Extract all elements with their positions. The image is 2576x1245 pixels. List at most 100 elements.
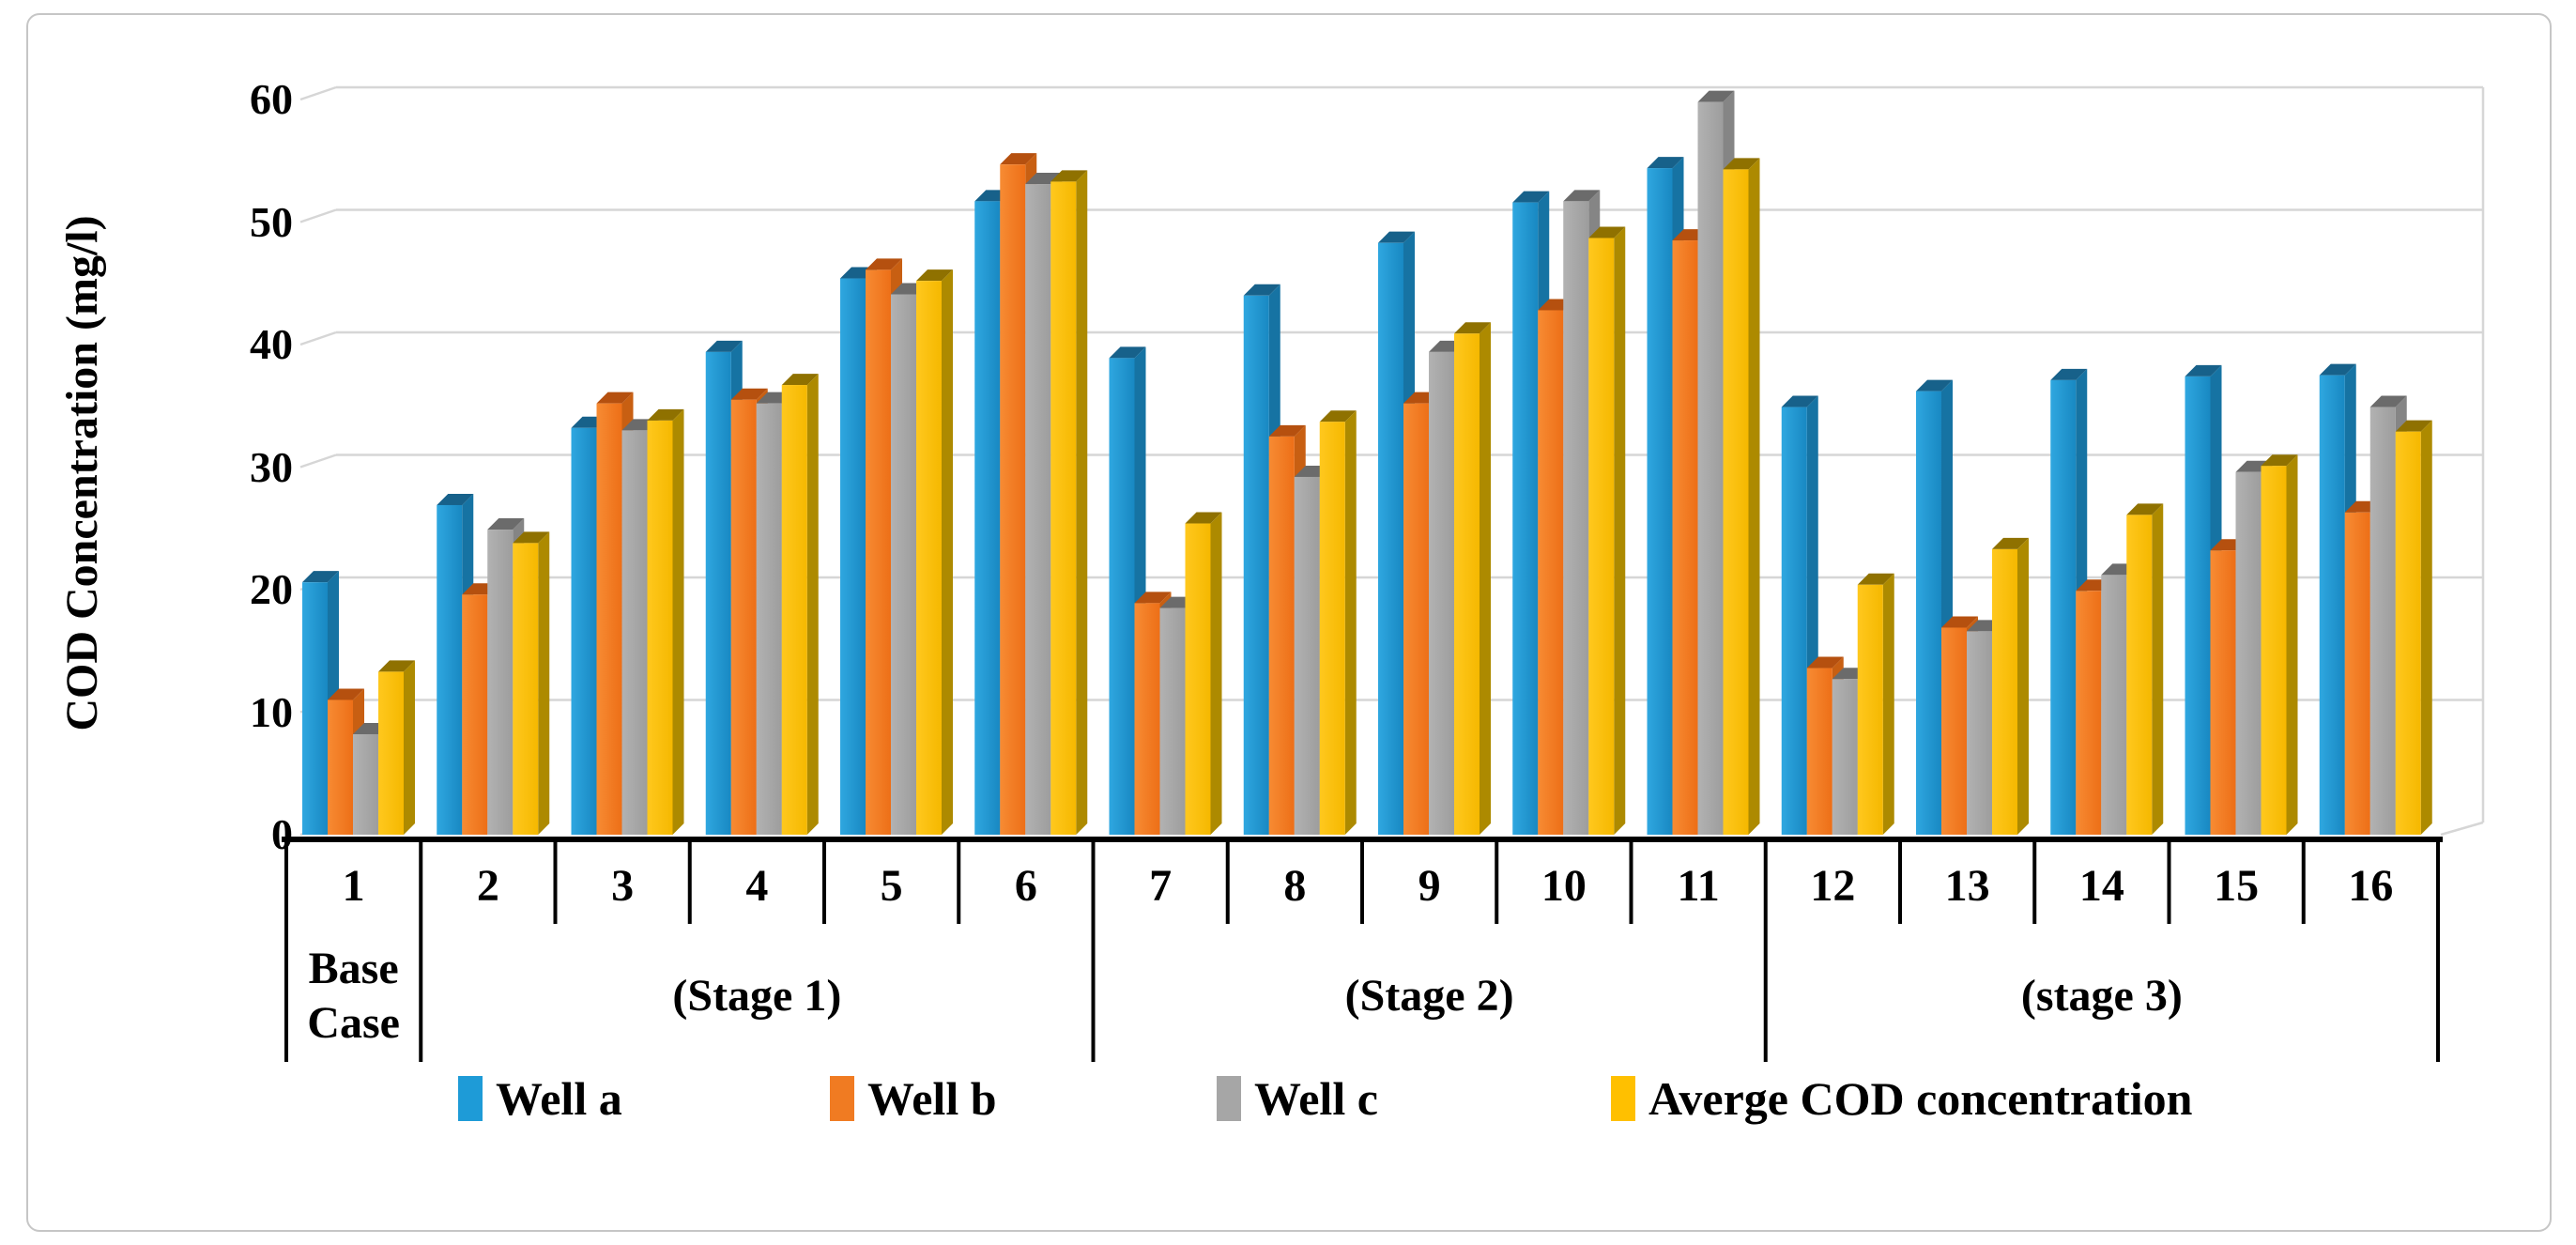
x-table-cell-border-13 bbox=[2032, 837, 2037, 924]
x-table-cell-border-9 bbox=[1495, 837, 1499, 924]
bar-averge-cod-concentration-15-side bbox=[2286, 454, 2298, 835]
legend-swatch-well-c bbox=[1217, 1076, 1241, 1121]
x-category-label-3: 3 bbox=[611, 861, 635, 911]
bar-well-b-5 bbox=[866, 269, 891, 835]
bar-well-a-2-top bbox=[437, 493, 474, 505]
bar-well-c-2-top bbox=[487, 518, 525, 530]
bar-averge-cod-concentration-3-top bbox=[647, 408, 684, 421]
x-category-label-4: 4 bbox=[745, 861, 769, 911]
bar-well-b-16 bbox=[2344, 512, 2370, 835]
bar-averge-cod-concentration-10-top bbox=[1588, 226, 1626, 238]
bar-averge-cod-concentration-15-top bbox=[2261, 454, 2298, 467]
bar-averge-cod-concentration-1-top bbox=[378, 660, 415, 672]
bar-averge-cod-concentration-11-top bbox=[1723, 158, 1760, 170]
bar-well-b-15 bbox=[2210, 550, 2236, 835]
stage-label--stage-3-: (stage 3) bbox=[2020, 971, 2183, 1021]
bar-well-a-4-top bbox=[705, 340, 743, 352]
bar-well-b-5-top bbox=[866, 258, 902, 270]
bar-averge-cod-concentration-8-side bbox=[1344, 410, 1357, 835]
bar-averge-cod-concentration-2-top bbox=[513, 531, 550, 544]
bar-well-a-10 bbox=[1512, 202, 1539, 835]
bar-averge-cod-concentration-8-top bbox=[1319, 410, 1357, 423]
bar-averge-cod-concentration-9-side bbox=[1480, 322, 1491, 835]
y-tick-50 bbox=[299, 208, 337, 223]
bar-well-a-12-top bbox=[1781, 395, 1818, 407]
bar-averge-cod-concentration-13-top bbox=[1992, 537, 2029, 549]
bar-well-c-6 bbox=[1025, 184, 1051, 836]
bar-well-a-7-top bbox=[1109, 346, 1146, 359]
y-tick-label-60: 60 bbox=[250, 75, 293, 123]
bar-well-c-12 bbox=[1832, 679, 1858, 835]
x-category-label-7: 7 bbox=[1149, 861, 1173, 911]
bar-averge-cod-concentration-11-side bbox=[1748, 158, 1760, 835]
bar-well-a-13 bbox=[1916, 391, 1941, 835]
bar-well-a-10-top bbox=[1512, 191, 1550, 203]
bar-averge-cod-concentration-6 bbox=[1050, 181, 1077, 835]
bar-well-a-1-top bbox=[302, 571, 339, 583]
bar-averge-cod-concentration-16-top bbox=[2395, 420, 2432, 432]
bar-well-b-14 bbox=[2076, 591, 2102, 835]
bar-averge-cod-concentration-12-top bbox=[1857, 573, 1894, 585]
bar-well-c-16 bbox=[2369, 407, 2396, 835]
bar-well-a-15-top bbox=[2185, 364, 2222, 377]
bar-well-a-4 bbox=[705, 351, 731, 836]
bar-averge-cod-concentration-7-side bbox=[1210, 512, 1222, 835]
x-category-label-11: 11 bbox=[1677, 861, 1720, 911]
bar-well-b-13-top bbox=[1941, 616, 1978, 628]
bar-well-b-1-top bbox=[328, 688, 364, 700]
bar-well-a-8-top bbox=[1243, 284, 1280, 296]
x-category-label-16: 16 bbox=[2348, 861, 2394, 911]
bar-well-b-4 bbox=[730, 399, 757, 835]
bar-well-c-9 bbox=[1429, 351, 1454, 836]
legend-swatch-well-b bbox=[830, 1076, 854, 1121]
bar-well-a-16-top bbox=[2319, 363, 2356, 376]
bar-well-b-3 bbox=[596, 403, 622, 835]
y-tick-30 bbox=[299, 453, 337, 469]
x-category-label-10: 10 bbox=[1541, 861, 1587, 911]
x-category-label-14: 14 bbox=[2078, 861, 2124, 911]
bar-well-b-13 bbox=[1941, 627, 1967, 835]
x-table-stage-border-16 bbox=[2436, 837, 2440, 1062]
bar-well-a-6 bbox=[974, 201, 1001, 835]
bar-well-c-16-top bbox=[2369, 395, 2407, 407]
bar-well-b-12-top bbox=[1806, 656, 1844, 669]
bar-averge-cod-concentration-12-side bbox=[1882, 573, 1894, 835]
x-table-cell-border-5 bbox=[957, 837, 961, 924]
bar-well-b-8-top bbox=[1268, 424, 1306, 437]
bar-well-c-14 bbox=[2101, 575, 2127, 835]
x-table-cell-border-10 bbox=[1629, 837, 1633, 924]
y-tick-60 bbox=[299, 85, 337, 101]
x-table-stage-border-6 bbox=[1091, 837, 1096, 1062]
x-table-cell-border-15 bbox=[2301, 837, 2306, 924]
stage-label--stage-2-: (Stage 2) bbox=[1344, 971, 1514, 1021]
x-table-cell-border-14 bbox=[2167, 837, 2171, 924]
legend-item-well-b: Well b bbox=[830, 1070, 997, 1127]
bar-well-a-12 bbox=[1781, 407, 1807, 835]
bar-averge-cod-concentration-6-top bbox=[1050, 170, 1088, 182]
bar-well-c-13 bbox=[1967, 631, 1992, 835]
bar-averge-cod-concentration-16-side bbox=[2420, 420, 2432, 835]
bar-averge-cod-concentration-8 bbox=[1319, 422, 1345, 835]
bar-well-a-1 bbox=[302, 582, 328, 835]
y-axis-title: COD Concentration (mg/l) bbox=[57, 215, 107, 731]
bar-well-c-8 bbox=[1294, 476, 1320, 835]
bar-well-a-3 bbox=[571, 427, 597, 835]
bar-well-b-8 bbox=[1268, 436, 1295, 835]
bar-well-a-11-top bbox=[1647, 157, 1684, 169]
bar-averge-cod-concentration-6-side bbox=[1076, 170, 1088, 835]
bar-well-c-11 bbox=[1697, 101, 1724, 836]
bar-averge-cod-concentration-10 bbox=[1588, 238, 1615, 836]
x-table-stage-border-0 bbox=[284, 837, 288, 1062]
x-table-cell-border-2 bbox=[553, 837, 558, 924]
bar-well-a-16 bbox=[2319, 375, 2345, 835]
bar-well-a-14-top bbox=[2050, 368, 2088, 380]
bar-averge-cod-concentration-13-side bbox=[2017, 537, 2029, 835]
bar-well-a-8 bbox=[1243, 295, 1269, 835]
bar-well-a-13-top bbox=[1916, 379, 1953, 392]
bar-averge-cod-concentration-1-side bbox=[404, 660, 415, 835]
bar-averge-cod-concentration-15 bbox=[2261, 466, 2287, 835]
bar-well-c-10-top bbox=[1563, 190, 1601, 202]
stage-label--stage-1-: (Stage 1) bbox=[672, 971, 842, 1021]
bar-averge-cod-concentration-13 bbox=[1992, 548, 2017, 835]
x-category-label-8: 8 bbox=[1283, 861, 1307, 911]
